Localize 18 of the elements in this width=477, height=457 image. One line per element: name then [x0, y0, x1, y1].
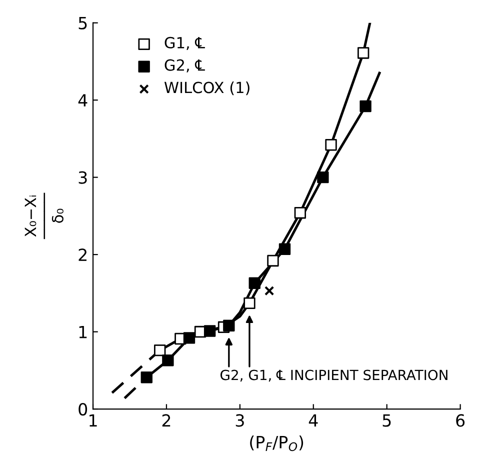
y-axis-title: X₀−Xᵢ ───── δ₀ — [24, 192, 64, 240]
y-tick-label: 5 — [78, 17, 87, 30]
x-tick-label: 1 — [90, 414, 97, 427]
y-tick-label: 0 — [78, 402, 88, 416]
y-tick-label: 3 — [78, 171, 87, 184]
x-tick-label: 5 — [382, 414, 391, 427]
x-tick-label: 4 — [308, 414, 318, 427]
annotation: G2, G1, ℄ INCIPIENT SEPARATION — [220, 370, 448, 382]
legend-label: G2, ℄ — [164, 59, 205, 72]
y-tick-label: 2 — [78, 248, 86, 261]
x-tick-label: 6 — [456, 414, 465, 427]
legend-label: WILCOX (1) — [164, 81, 250, 96]
y-tick-label: 1 — [79, 326, 87, 338]
x-axis-title: (P$_{F}$/P$_{O}$) — [250, 436, 304, 452]
y-tick-label: 4 — [78, 94, 88, 106]
x-tick-label: 2 — [162, 414, 170, 427]
x-tick-label: 3 — [236, 414, 244, 427]
legend-label: G1, ℄ — [164, 36, 205, 50]
